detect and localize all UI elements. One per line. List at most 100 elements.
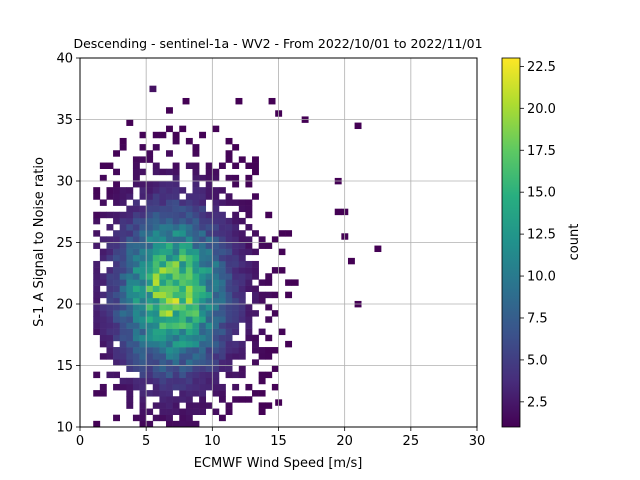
heatmap-cell <box>235 97 243 105</box>
heatmap-cell <box>126 193 134 200</box>
heatmap-cell <box>225 242 233 249</box>
heatmap-cell <box>212 174 220 182</box>
heatmap-cell <box>152 267 160 274</box>
heatmap-cell <box>271 236 279 243</box>
heatmap-cell <box>285 279 293 286</box>
heatmap-cell <box>119 285 127 292</box>
heatmap-cell <box>166 230 173 237</box>
heatmap-cell <box>132 199 140 206</box>
heatmap-cell <box>205 304 213 311</box>
heatmap-cell <box>139 187 147 194</box>
heatmap-cell <box>205 365 213 372</box>
heatmap-cell <box>212 328 220 336</box>
heatmap-cell <box>232 260 240 268</box>
heatmap-cell <box>113 347 120 354</box>
heatmap-cell <box>119 144 127 151</box>
heatmap-cell <box>166 297 173 305</box>
heatmap-cell <box>252 248 259 256</box>
heatmap-cell <box>99 279 107 286</box>
heatmap-cell <box>225 353 233 360</box>
heatmap-cell <box>245 162 253 169</box>
heatmap-cell <box>238 365 246 372</box>
heatmap-cell <box>252 168 259 176</box>
heatmap-cell <box>172 310 180 317</box>
heatmap-cell <box>159 340 167 348</box>
heatmap-cell <box>199 224 207 231</box>
heatmap-cell <box>225 156 233 163</box>
heatmap-cell <box>113 310 120 317</box>
heatmap-cell <box>119 137 127 145</box>
heatmap-cell <box>218 291 226 299</box>
heatmap-cell <box>166 267 173 274</box>
heatmap-cell <box>152 347 160 354</box>
heatmap-cell <box>159 371 167 379</box>
heatmap-cell <box>212 273 220 280</box>
heatmap-cell <box>199 193 207 200</box>
heatmap-cell <box>245 224 253 231</box>
heatmap-cell <box>106 328 114 336</box>
heatmap-cell <box>99 236 107 243</box>
heatmap-cell <box>119 310 127 317</box>
heatmap-cell <box>205 383 213 391</box>
heatmap-cell <box>132 347 140 354</box>
heatmap-cell <box>106 297 114 305</box>
heatmap-cell <box>238 242 246 249</box>
y-axis-label: S-1 A Signal to Noise ratio <box>32 157 47 327</box>
heatmap-cell <box>238 316 246 323</box>
heatmap-cell <box>159 168 167 176</box>
heatmap-cell <box>152 224 160 231</box>
heatmap-cell <box>152 211 160 219</box>
heatmap-cell <box>258 291 266 299</box>
heatmap-cell <box>205 224 213 231</box>
heatmap-cell <box>192 390 200 397</box>
heatmap-cell <box>159 390 167 397</box>
heatmap-cell <box>185 230 193 237</box>
heatmap-cell <box>245 285 253 292</box>
heatmap-cell <box>199 273 207 280</box>
heatmap-cell <box>152 359 160 366</box>
heatmap-cell <box>179 260 187 268</box>
heatmap-cell <box>146 205 154 213</box>
heatmap-cell <box>113 285 120 292</box>
x-tick-label: 15 <box>270 434 287 449</box>
heatmap-cell <box>185 402 193 409</box>
heatmap-cell <box>212 267 220 274</box>
heatmap-cell <box>199 408 207 415</box>
heatmap-cell <box>146 291 154 299</box>
heatmap-cell <box>126 267 134 274</box>
heatmap-cell <box>271 291 279 299</box>
heatmap-cell <box>238 396 246 403</box>
heatmap-cell <box>232 347 240 354</box>
heatmap-cell <box>146 187 154 194</box>
heatmap-cell <box>113 254 120 262</box>
heatmap-cell <box>152 322 160 329</box>
heatmap-cell <box>212 254 220 262</box>
heatmap-cell <box>245 242 253 249</box>
heatmap-cell <box>238 260 246 268</box>
heatmap-cell <box>179 279 187 286</box>
heatmap-cell <box>205 353 213 360</box>
heatmap-cell <box>192 279 200 286</box>
heatmap-cell <box>113 260 120 268</box>
heatmap-cell <box>113 199 120 206</box>
heatmap-cell <box>172 217 180 225</box>
heatmap-cell <box>199 304 207 311</box>
heatmap-cell <box>106 224 114 231</box>
heatmap-cell <box>132 328 140 336</box>
heatmap-cell <box>225 236 233 243</box>
heatmap-cell <box>199 248 207 256</box>
heatmap-cell <box>166 217 173 225</box>
heatmap-cell <box>185 340 193 348</box>
heatmap-cell <box>185 279 193 286</box>
heatmap-cell <box>166 273 173 280</box>
heatmap-cell <box>232 174 240 182</box>
heatmap-cell <box>245 304 253 311</box>
heatmap-cell <box>132 205 140 213</box>
heatmap-cell <box>132 291 140 299</box>
heatmap-cell <box>245 383 253 391</box>
heatmap-cell <box>179 390 187 397</box>
heatmap-cell <box>99 254 107 262</box>
heatmap-cell <box>152 187 160 194</box>
heatmap-cell <box>192 304 200 311</box>
heatmap-cell <box>252 285 259 292</box>
